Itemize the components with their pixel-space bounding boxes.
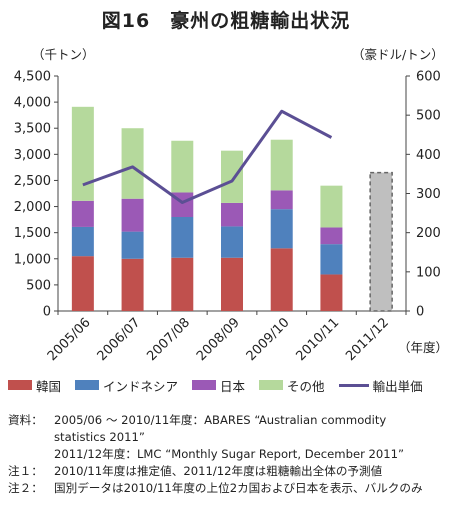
bar-segment-インドネシア bbox=[171, 217, 194, 258]
bar-segment-その他 bbox=[270, 139, 293, 191]
legend-label-other: その他 bbox=[287, 378, 325, 394]
forecast-bar bbox=[369, 171, 393, 312]
left-tick-label: 1,000 bbox=[14, 252, 51, 267]
legend-label-korea: 韓国 bbox=[36, 378, 62, 394]
bar-segment-日本 bbox=[71, 200, 94, 227]
right-tick-label: 400 bbox=[416, 148, 441, 163]
left-tick-label: 3,500 bbox=[14, 122, 51, 137]
bar-segment-韓国 bbox=[171, 257, 194, 311]
left-tick-label: 4,500 bbox=[14, 70, 51, 85]
chart-svg: 0 500 1,000 1,500 2,000 2,500 3,000 3,500 4,000 4… bbox=[14, 70, 448, 365]
left-tick-label: 0 bbox=[43, 305, 51, 320]
note-2-text: 国別データは2010/11年度の上位2カ国および日本を表示、バルクのみ bbox=[54, 481, 423, 495]
left-tick-label: 4,000 bbox=[14, 96, 51, 111]
right-tick-label: 500 bbox=[416, 109, 441, 124]
bar-segment-その他 bbox=[121, 128, 144, 199]
bar-segment-インドネシア bbox=[221, 226, 243, 258]
x-axis-unit: （年度） bbox=[398, 340, 448, 355]
right-tick-label: 100 bbox=[416, 265, 441, 280]
note-source-line-3: 2011/12年度：LMC “Monthly Sugar Report, Dec… bbox=[54, 447, 405, 461]
right-tick-label: 600 bbox=[416, 70, 441, 85]
bar-segment-インドネシア bbox=[121, 231, 144, 259]
legend-swatch-export-price bbox=[338, 383, 369, 387]
x-tick-label: 2007/08 bbox=[144, 315, 193, 364]
right-axis-unit: （豪ドル/トン） bbox=[352, 47, 444, 62]
legend-item-export-price: 輸出単価 bbox=[338, 376, 423, 395]
bar-segment-インドネシア bbox=[270, 209, 293, 249]
note-1-label: 注１： bbox=[8, 464, 43, 478]
legend-label-indonesia: インドネシア bbox=[103, 378, 179, 394]
legend-swatch-japan bbox=[192, 380, 217, 390]
note-source-label: 資料： bbox=[8, 413, 43, 427]
note-2-label: 注２： bbox=[8, 481, 43, 495]
left-tick-label: 2,500 bbox=[14, 174, 51, 189]
left-tick-label: 1,500 bbox=[14, 226, 51, 241]
bar-segment-その他 bbox=[221, 150, 243, 203]
bar-segment-韓国 bbox=[320, 274, 343, 311]
left-tick-label: 2,000 bbox=[14, 200, 51, 215]
legend-item-other: その他 bbox=[259, 376, 325, 395]
bar-segment-その他 bbox=[171, 140, 194, 193]
note-2: 注２： 国別データは2010/11年度の上位2カ国および日本を表示、バルクのみ bbox=[8, 480, 448, 497]
bar-segment-インドネシア bbox=[320, 244, 343, 275]
legend-label-export-price: 輸出単価 bbox=[372, 378, 423, 394]
bar-segment-韓国 bbox=[71, 256, 94, 311]
chart-title: 図16 豪州の粗糖輸出状況 bbox=[101, 10, 351, 32]
legend-swatch-indonesia bbox=[75, 380, 100, 390]
bar-segment-日本 bbox=[221, 202, 243, 227]
bar-segment-日本 bbox=[270, 190, 293, 210]
bar-segment-韓国 bbox=[221, 257, 243, 311]
legend-label-japan: 日本 bbox=[220, 378, 246, 394]
legend-item-indonesia: インドネシア bbox=[75, 376, 178, 395]
x-tick-label: 2008/09 bbox=[194, 315, 243, 364]
notes: 資料： 2005/06 ～ 2010/11年度：ABARES “Australi… bbox=[8, 412, 448, 497]
x-tick-label: 2005/06 bbox=[45, 315, 94, 364]
right-tick-label: 200 bbox=[416, 226, 441, 241]
bar-segment-日本 bbox=[320, 227, 343, 245]
bar-segment-韓国 bbox=[270, 248, 293, 311]
legend-item-korea: 韓国 bbox=[8, 376, 61, 395]
bar-segment-日本 bbox=[121, 198, 144, 232]
legend-item-japan: 日本 bbox=[192, 376, 245, 395]
legend: 韓国 インドネシア 日本 その他 輸出単価 bbox=[8, 376, 448, 394]
left-tick-label: 500 bbox=[26, 278, 51, 293]
note-1: 注１： 2010/11年度は推定値、2011/12年度は粗糖輸出全体の予測値 bbox=[8, 463, 448, 480]
right-tick-label: 300 bbox=[416, 187, 441, 202]
export-price-line bbox=[82, 109, 333, 205]
legend-swatch-other bbox=[259, 380, 284, 390]
right-tick-label: 0 bbox=[416, 305, 424, 320]
bar-segment-インドネシア bbox=[71, 226, 94, 257]
bar-segment-その他 bbox=[320, 185, 343, 228]
left-tick-label: 3,000 bbox=[14, 148, 51, 163]
note-source-line-1: 2005/06 ～ 2010/11年度：ABARES “Australian c… bbox=[54, 413, 387, 427]
x-tick-label: 2006/07 bbox=[95, 315, 144, 364]
x-tick-label: 2010/11 bbox=[293, 315, 342, 364]
note-source-line-2: statistics 2011” bbox=[54, 430, 145, 444]
bar-segment-その他 bbox=[71, 106, 94, 201]
note-1-text: 2010/11年度は推定値、2011/12年度は粗糖輸出全体の予測値 bbox=[54, 464, 383, 478]
legend-swatch-korea bbox=[8, 380, 32, 390]
left-axis-unit: （千トン） bbox=[32, 47, 95, 62]
x-tick-label: 2009/10 bbox=[244, 315, 293, 364]
note-source: 資料： 2005/06 ～ 2010/11年度：ABARES “Australi… bbox=[8, 412, 448, 429]
x-tick-label: 2011/12 bbox=[343, 315, 392, 364]
bar-segment-韓国 bbox=[121, 258, 144, 311]
